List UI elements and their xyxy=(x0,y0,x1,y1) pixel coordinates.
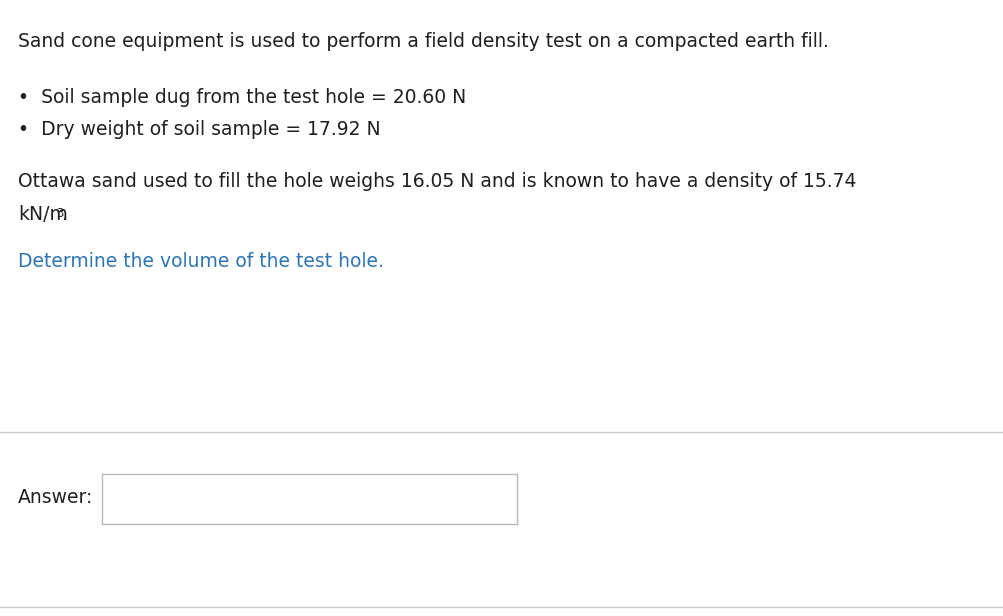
Text: Ottawa sand used to fill the hole weighs 16.05 N and is known to have a density : Ottawa sand used to fill the hole weighs… xyxy=(18,172,856,191)
Text: •  Soil sample dug from the test hole = 20.60 N: • Soil sample dug from the test hole = 2… xyxy=(18,88,465,107)
Text: .: . xyxy=(62,205,68,224)
Text: Answer:: Answer: xyxy=(18,488,93,507)
Text: Determine the volume of the test hole.: Determine the volume of the test hole. xyxy=(18,252,383,271)
Text: Sand cone equipment is used to perform a field density test on a compacted earth: Sand cone equipment is used to perform a… xyxy=(18,32,828,51)
Text: kN/m: kN/m xyxy=(18,205,68,224)
Text: •  Dry weight of soil sample = 17.92 N: • Dry weight of soil sample = 17.92 N xyxy=(18,120,380,139)
Text: 3: 3 xyxy=(56,207,63,220)
